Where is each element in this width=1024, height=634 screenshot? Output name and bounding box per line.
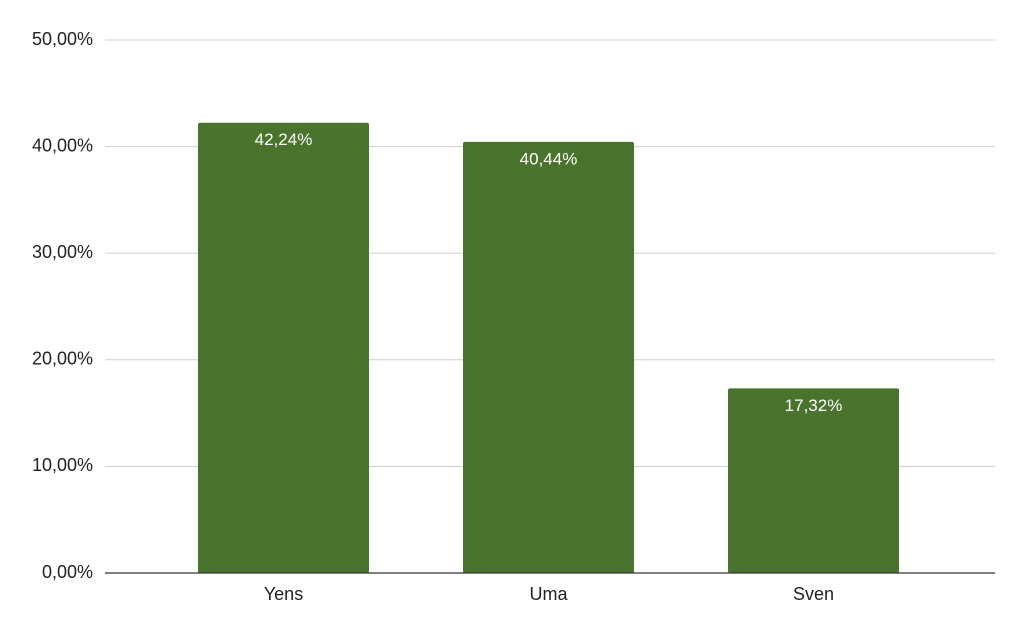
value-label: 42,24% [255, 130, 313, 149]
x-tick-label: Sven [793, 584, 834, 604]
y-tick-label: 10,00% [32, 455, 93, 475]
value-label: 40,44% [520, 149, 578, 168]
y-tick-label: 20,00% [32, 349, 93, 369]
value-label: 17,32% [785, 396, 843, 415]
x-tick-label: Yens [264, 584, 303, 604]
x-tick-label: Uma [529, 584, 568, 604]
bar [198, 122, 369, 573]
bar [463, 141, 634, 573]
bar [728, 388, 899, 573]
y-tick-label: 0,00% [42, 562, 93, 582]
y-tick-label: 30,00% [32, 242, 93, 262]
y-tick-label: 40,00% [32, 135, 93, 155]
y-tick-label: 50,00% [32, 29, 93, 49]
